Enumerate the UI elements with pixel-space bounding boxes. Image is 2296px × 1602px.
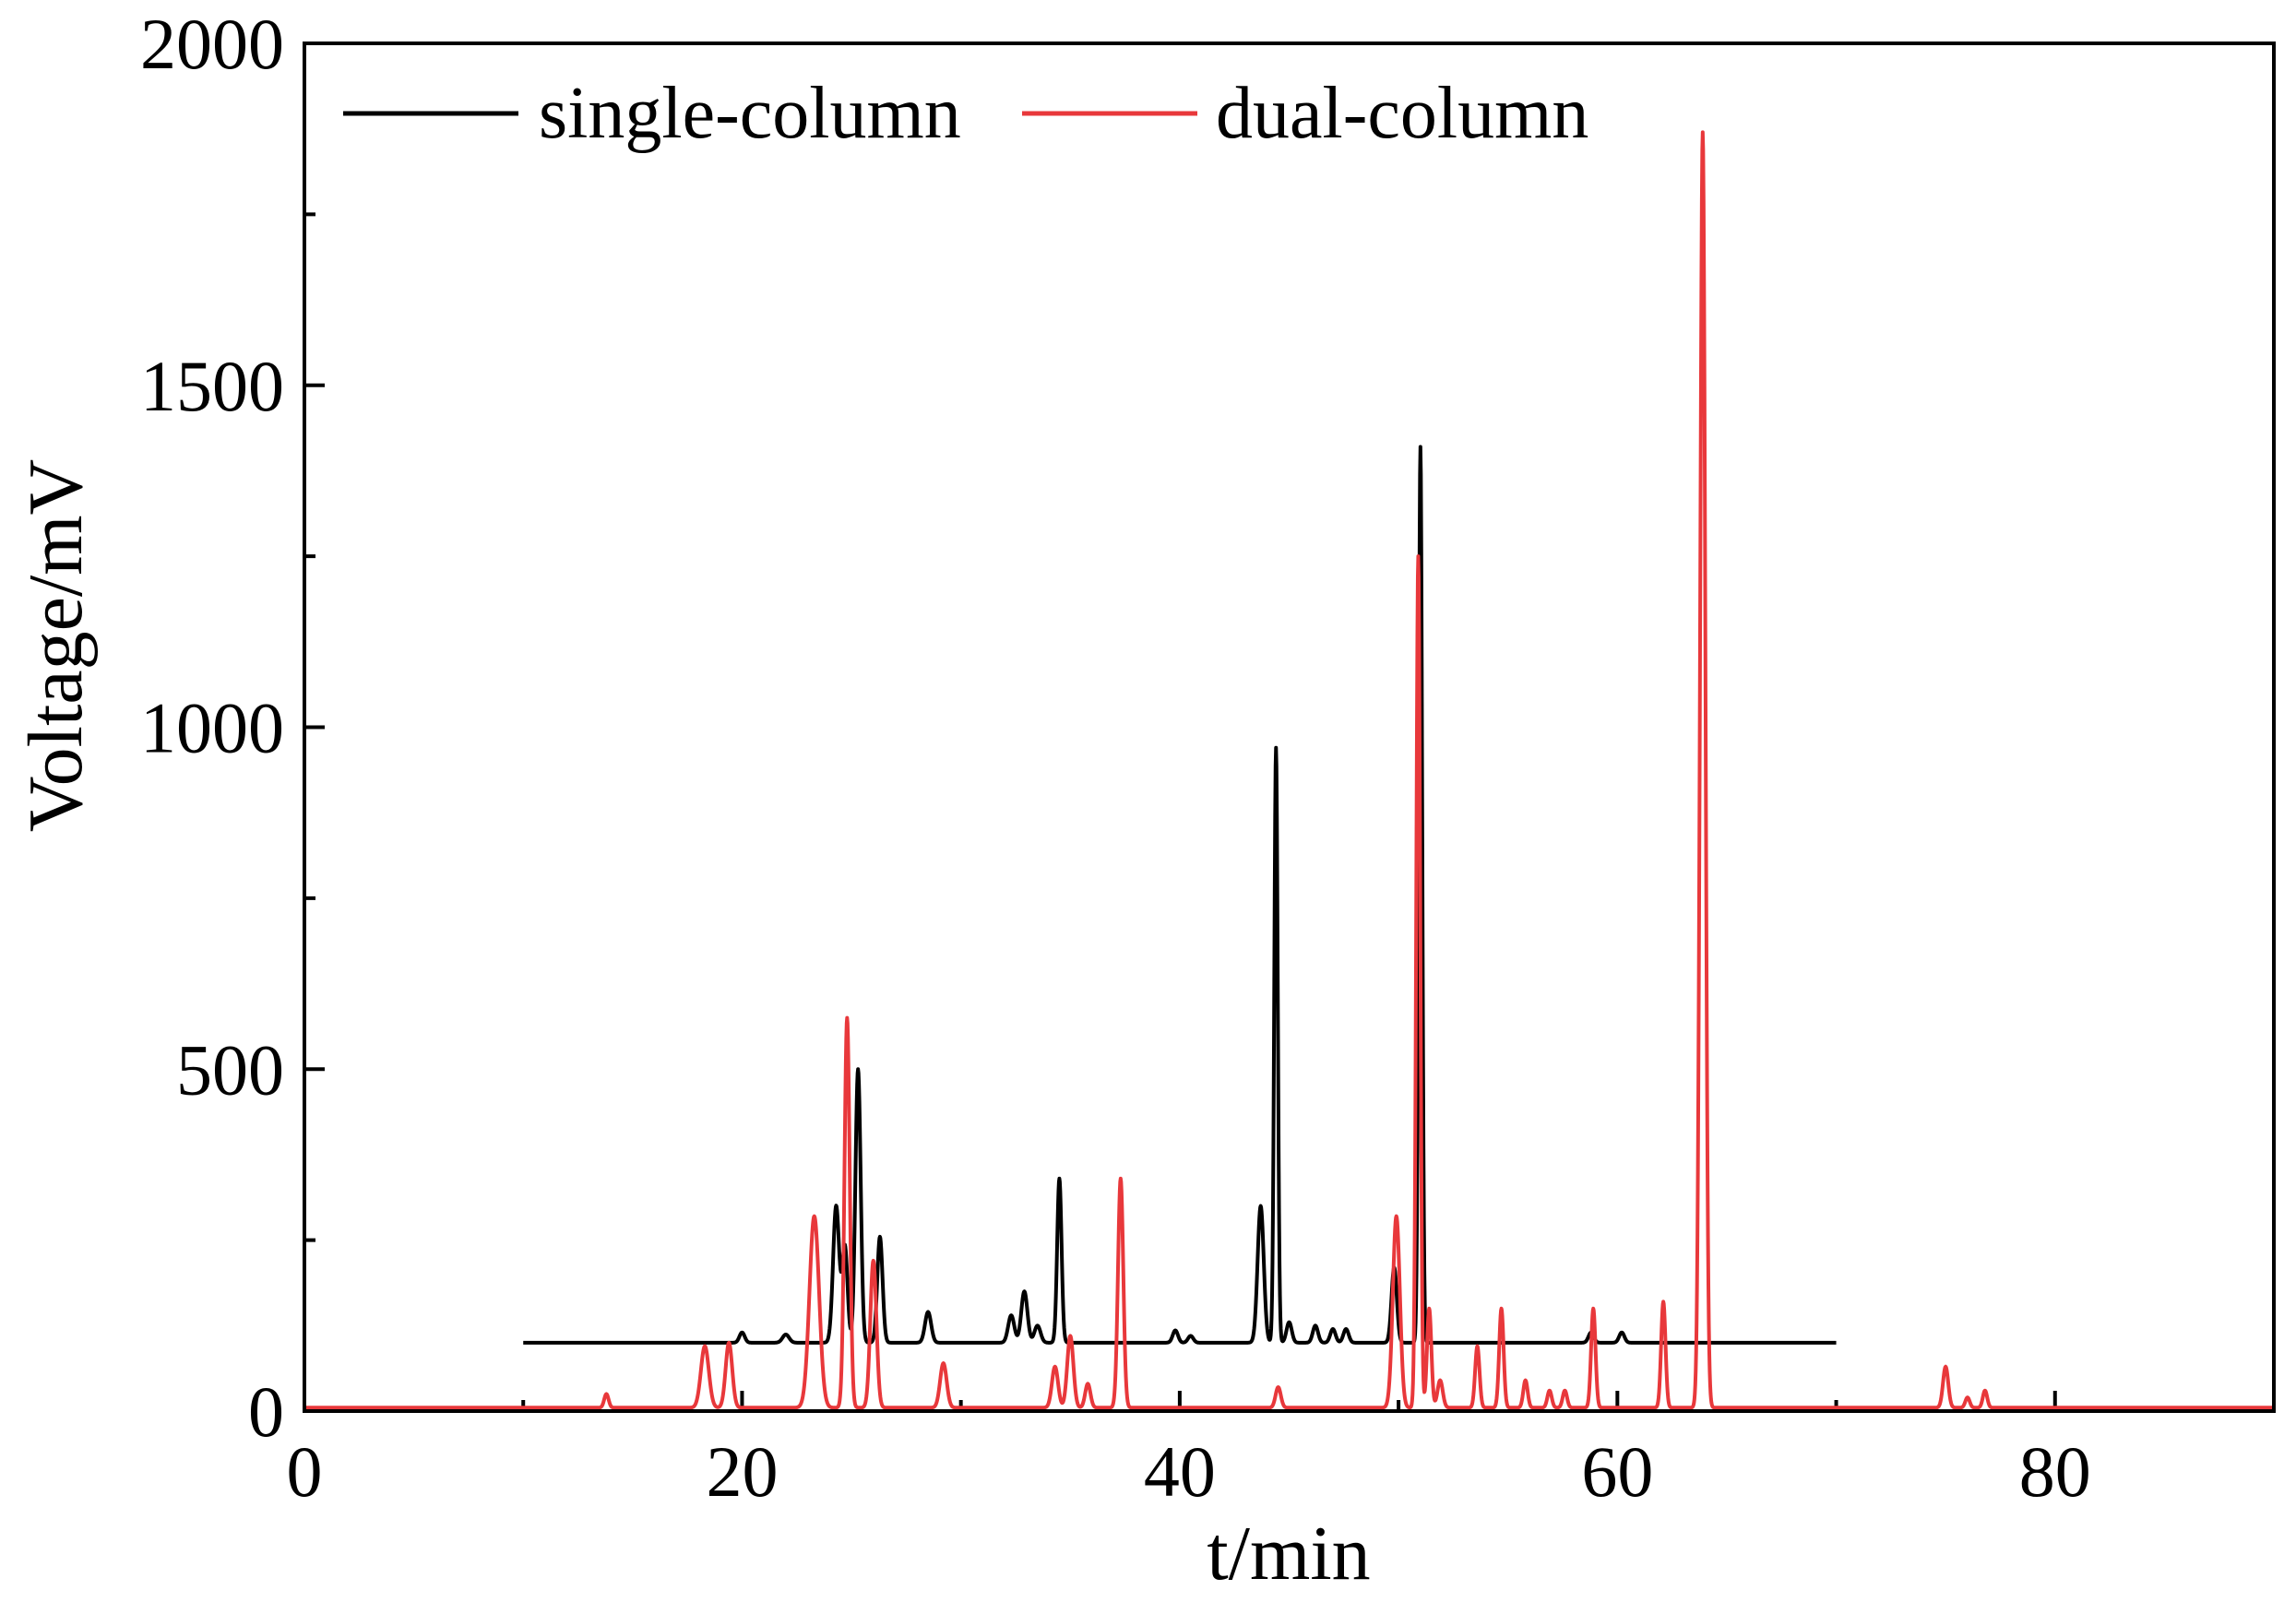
x-axis-tick-labels: 0 20 40 60 80 [287,1431,2091,1512]
legend: single-column dual-column [343,73,1588,154]
x-tick-label: 20 [706,1431,778,1512]
y-tick-label: 2000 [140,4,284,84]
x-tick-label: 60 [1581,1431,1653,1512]
y-axis-ticks [304,42,325,1413]
x-tick-label: 0 [287,1431,323,1512]
legend-label-dual-column: dual-column [1216,73,1588,154]
series-line-single-column [521,445,1838,1345]
y-tick-label: 1500 [140,346,284,426]
y-axis-tick-labels: 0 500 1000 1500 2000 [140,4,284,1452]
y-axis-title: Voltage/mV [13,459,99,832]
x-axis-title: t/min [1207,1511,1370,1596]
x-tick-label: 80 [2019,1431,2091,1512]
plot-area-frame [303,42,2276,1413]
series-lines [303,130,2276,1410]
y-tick-label: 1000 [140,688,284,768]
y-tick-label: 500 [176,1029,284,1110]
series-line-dual-column [303,130,2276,1410]
x-tick-label: 40 [1144,1431,1216,1512]
y-tick-label: 0 [248,1371,284,1452]
legend-label-single-column: single-column [539,73,961,154]
